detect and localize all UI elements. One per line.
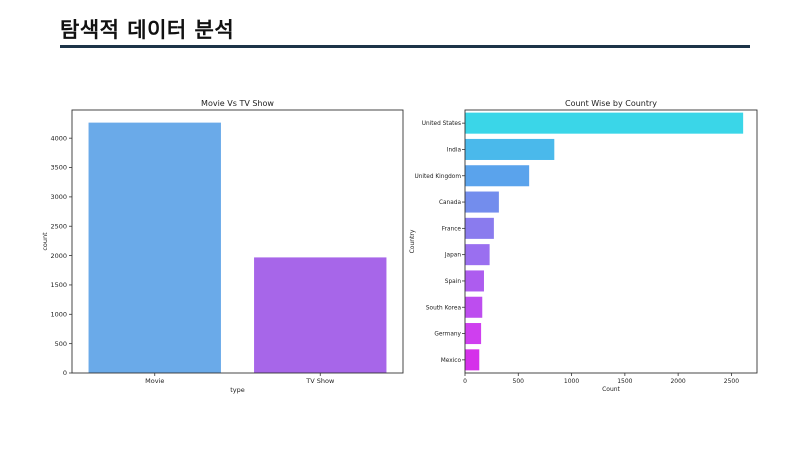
bar-canada <box>465 191 499 213</box>
y-tick-label: 500 <box>55 340 67 348</box>
y-tick-label: India <box>447 147 462 153</box>
y-tick-label: Spain <box>445 279 462 285</box>
y-tick-label: 0 <box>63 369 67 377</box>
y-tick-label: 2000 <box>50 252 67 260</box>
y-axis-label: count <box>41 232 49 251</box>
slide-title: 탐색적 데이터 분석 <box>60 18 235 42</box>
x-tick-label: 500 <box>513 378 525 385</box>
x-axis-label: type <box>230 386 245 394</box>
y-tick-label: United States <box>422 121 461 127</box>
y-tick-label: 3000 <box>50 193 67 201</box>
y-tick-label: Mexico <box>441 358 462 364</box>
bar-movie <box>88 122 221 374</box>
bar-south-korea <box>465 296 483 318</box>
bar-united-kingdom <box>465 165 530 187</box>
title-divider <box>60 45 750 48</box>
bar-united-states <box>465 112 744 134</box>
plot-frame <box>464 109 758 374</box>
x-axis-label: Count <box>602 386 620 393</box>
bar-tv-show <box>254 257 387 373</box>
y-tick-label: 1500 <box>50 281 67 289</box>
y-tick-label: Canada <box>439 200 462 206</box>
y-tick-label: 1000 <box>50 310 67 318</box>
y-tick-label: 2500 <box>50 222 67 230</box>
x-tick-label: 0 <box>463 378 467 385</box>
y-tick-label: United Kingdom <box>414 174 461 180</box>
bar-france <box>465 217 494 239</box>
country-count-chart: Count Wise by Country United States India U… <box>409 99 758 393</box>
bar-japan <box>465 244 490 266</box>
y-tick-label: 4000 <box>50 134 67 142</box>
plot-frame <box>71 109 404 374</box>
movie-vs-tvshow-chart: Movie Vs TV Show Movie TV Show 0 500 1000 1500… <box>41 99 404 394</box>
x-tick-label: 1000 <box>564 378 579 385</box>
bar-mexico <box>465 349 480 371</box>
bar-india <box>465 138 555 160</box>
y-axis-label: Country <box>409 229 416 253</box>
bar-spain <box>465 270 484 292</box>
x-tick-label: TV Show <box>305 377 335 385</box>
x-tick-label: Movie <box>145 377 164 385</box>
y-tick-label: France <box>442 226 462 232</box>
y-tick-label: Germany <box>434 332 461 338</box>
bar-germany <box>465 323 482 345</box>
chart-title: Movie Vs TV Show <box>201 99 274 108</box>
x-tick-label: 2500 <box>724 378 739 385</box>
y-tick-label: Japan <box>444 253 461 259</box>
chart-title: Count Wise by Country <box>565 99 657 108</box>
y-tick-label: 3500 <box>50 164 67 172</box>
y-tick-label: South Korea <box>426 305 462 311</box>
x-tick-label: 1500 <box>617 378 632 385</box>
x-tick-label: 2000 <box>670 378 685 385</box>
